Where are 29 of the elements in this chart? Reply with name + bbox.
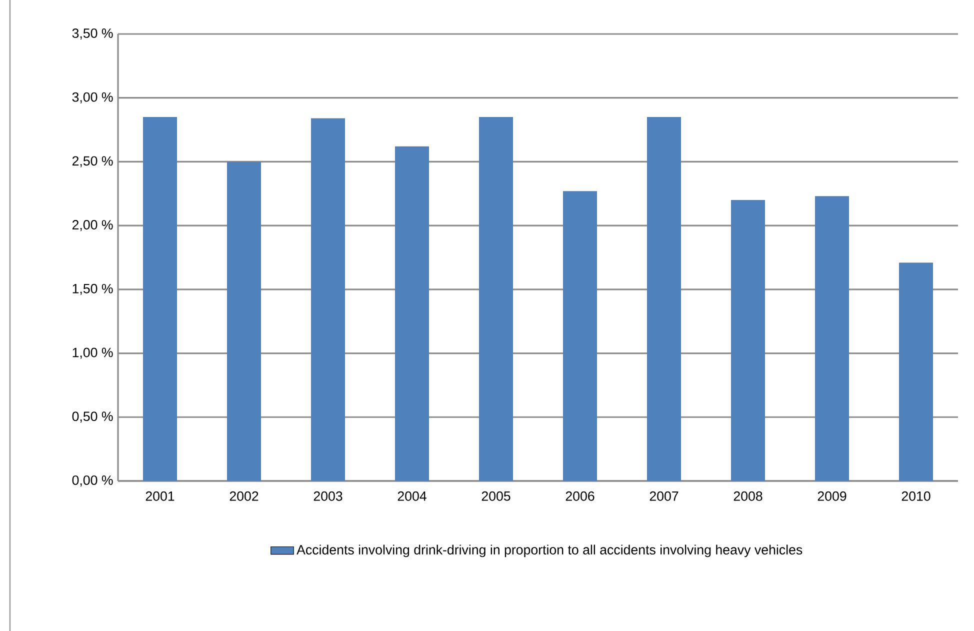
x-tick-label: 2009 — [818, 491, 846, 501]
bar — [899, 262, 934, 481]
x-tick-label: 2006 — [566, 491, 594, 501]
bar — [815, 196, 850, 481]
bar — [395, 146, 430, 481]
bar — [479, 117, 514, 481]
y-tick-label: 1,50 % — [72, 284, 113, 295]
bar — [227, 162, 262, 481]
x-tick-label: 2002 — [230, 491, 258, 501]
y-tick-label: 1,00 % — [72, 348, 113, 359]
x-tick-label: 2005 — [482, 491, 510, 501]
x-tick-label: 2001 — [146, 491, 174, 501]
legend-label: Accidents involving drink-driving in proportion to all accidents involving heavy vehicles — [296, 544, 802, 558]
bar — [311, 118, 346, 481]
y-tick-label: 3,00 % — [72, 92, 113, 104]
y-tick-label: 0,50 % — [72, 412, 113, 423]
y-tick-label: 0,00 % — [72, 475, 113, 487]
y-tick-label: 3,50 % — [72, 28, 113, 40]
x-tick-label: 2007 — [650, 491, 678, 501]
y-tick-label: 2,50 % — [72, 156, 113, 168]
bar — [563, 191, 598, 481]
x-tick-label: 2008 — [734, 491, 762, 501]
x-tick-label: 2004 — [398, 491, 426, 501]
x-tick-label: 2010 — [902, 491, 930, 501]
x-tick-label: 2003 — [314, 491, 342, 501]
bar — [731, 200, 766, 481]
y-tick-label: 2,00 % — [72, 220, 113, 232]
bar — [143, 117, 178, 481]
bar — [647, 117, 682, 481]
